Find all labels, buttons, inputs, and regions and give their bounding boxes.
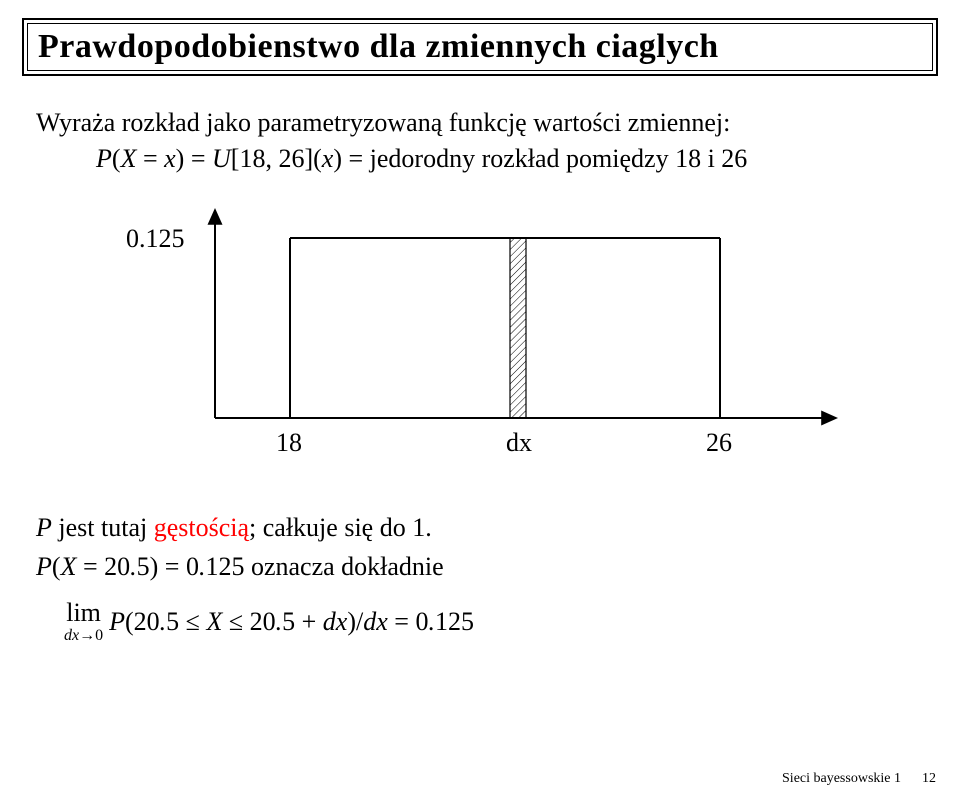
limit-operator: lim dx→0 — [64, 600, 103, 644]
page-title: Prawdopodobienstwo dla zmiennych ciaglyc… — [38, 28, 719, 65]
lr-j: )/ — [347, 607, 363, 636]
expl2-X: X — [61, 552, 77, 581]
page-footer: Sieci bayessowskie 1 12 — [782, 771, 936, 787]
expl-P: P — [36, 513, 52, 542]
lr-n: 125 — [435, 607, 474, 636]
eq-x: x — [164, 144, 176, 173]
body-text: Wyraża rozkład jako parametryzowaną funk… — [36, 104, 924, 174]
limit-dx: dx — [64, 627, 79, 644]
expl2-d: = 20 — [76, 552, 130, 581]
limit-sub: dx→0 — [64, 628, 103, 644]
eq-tail: = jedorodny rozkład pomiędzy 18 i 26 — [342, 144, 747, 173]
title-frame-outer: Prawdopodobienstwo dla zmiennych ciaglyc… — [22, 18, 938, 76]
expl2-f: 5) = 0 — [137, 552, 199, 581]
x-axis-label-left: 18 — [276, 428, 302, 458]
title-frame-inner: Prawdopodobienstwo dla zmiennych ciaglyc… — [27, 23, 933, 71]
equation-1: P(X = x) = U[18, 26](x) = jedorodny rozk… — [96, 144, 924, 174]
eq-eq: = — [136, 144, 164, 173]
explanation-block: P jest tutaj gęstością; całkuje się do 1… — [36, 508, 924, 644]
explanation-line-2: P(X = 20.5) = 0.125 oznacza dokładnie — [36, 547, 924, 586]
eq-mid: = — [184, 144, 212, 173]
lr-dx1: dx — [323, 607, 348, 636]
chart-svg — [120, 208, 840, 478]
lr-l: = 0 — [388, 607, 429, 636]
lr-b: (20 — [125, 607, 160, 636]
eq-x2: x — [322, 144, 334, 173]
expl2-b: ( — [52, 552, 61, 581]
limit-rhs: P(20.5 ≤ X ≤ 20.5 + dx)/dx = 0.125 — [109, 602, 474, 641]
eq-P: P — [96, 144, 112, 173]
expl-b: jest tutaj — [52, 513, 154, 542]
limit-expression: lim dx→0 P(20.5 ≤ X ≤ 20.5 + dx)/dx = 0.… — [64, 600, 924, 644]
explanation-line-1: P jest tutaj gęstością; całkuje się do 1… — [36, 508, 924, 547]
eq-close2: ) — [333, 144, 342, 173]
lr-P: P — [109, 607, 125, 636]
y-axis-label: 0.125 — [126, 224, 185, 254]
expl-density-word: gęstością — [154, 513, 249, 542]
lr-f: ≤ 20 — [222, 607, 275, 636]
x-axis-label-right: 26 — [706, 428, 732, 458]
expl2-h: 125 oznacza dokładnie — [205, 552, 443, 581]
expl-c: ; całkuje się do 1. — [249, 513, 432, 542]
expl2-P: P — [36, 552, 52, 581]
eq-X: X — [121, 144, 137, 173]
footer-page-number: 12 — [922, 771, 936, 786]
limit-arrow0: →0 — [79, 627, 103, 644]
eq-args: [18, 26]( — [231, 144, 322, 173]
limit-lim: lim — [64, 600, 103, 626]
lr-h: 5 + — [282, 607, 323, 636]
lr-X: X — [206, 607, 222, 636]
eq-U: U — [212, 144, 231, 173]
eq-open: ( — [112, 144, 121, 173]
density-chart: 0.125 18 dx 26 — [120, 208, 840, 478]
intro-paragraph: Wyraża rozkład jako parametryzowaną funk… — [36, 104, 924, 142]
x-axis-label-dx: dx — [506, 428, 532, 458]
lr-dx2: dx — [363, 607, 388, 636]
footer-text: Sieci bayessowskie 1 — [782, 771, 901, 786]
lr-d: 5 ≤ — [166, 607, 206, 636]
